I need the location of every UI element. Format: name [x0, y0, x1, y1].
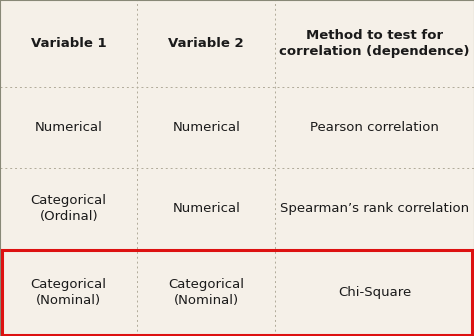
Text: Variable 1: Variable 1 [31, 37, 107, 50]
Text: Numerical: Numerical [35, 121, 103, 134]
Text: Variable 2: Variable 2 [168, 37, 244, 50]
Text: Categorical
(Nominal): Categorical (Nominal) [31, 278, 107, 307]
Bar [2, 250, 472, 335]
Text: Pearson correlation: Pearson correlation [310, 121, 439, 134]
Text: Numerical: Numerical [172, 202, 240, 215]
Text: Spearman’s rank correlation: Spearman’s rank correlation [280, 202, 469, 215]
Text: Categorical
(Ordinal): Categorical (Ordinal) [31, 194, 107, 223]
Text: Categorical
(Nominal): Categorical (Nominal) [168, 278, 244, 307]
Text: Method to test for
correlation (dependence): Method to test for correlation (dependen… [279, 29, 470, 58]
Text: Chi-Square: Chi-Square [338, 286, 411, 299]
Text: Numerical: Numerical [172, 121, 240, 134]
